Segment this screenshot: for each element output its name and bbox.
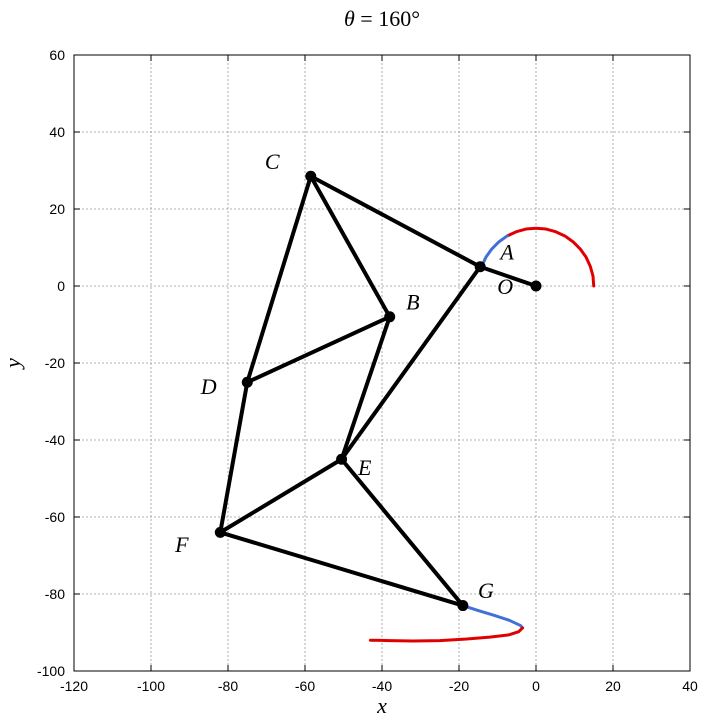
joints: [214, 170, 542, 612]
chart-title: θ = 160°: [344, 6, 420, 31]
joint-B: [384, 311, 396, 323]
label-D: D: [200, 374, 217, 399]
label-G: G: [478, 578, 494, 603]
y-tick-label: -80: [45, 586, 65, 602]
label-E: E: [357, 455, 372, 480]
foot-path-red: [368, 626, 525, 643]
label-C: C: [265, 149, 280, 174]
joint-D: [241, 376, 253, 388]
link-AE: [339, 264, 483, 462]
link-DF: [218, 380, 250, 535]
x-tick-label: -60: [295, 678, 315, 694]
label-A: A: [498, 239, 514, 264]
link-CD: [245, 174, 313, 385]
joint-C: [305, 170, 317, 182]
joint-A: [474, 261, 486, 273]
title-value: = 160°: [355, 6, 420, 31]
x-tick-label: -80: [218, 678, 238, 694]
joint-E: [336, 453, 348, 465]
joint-labels: OA B C D E F G: [174, 149, 514, 603]
x-axis-label: x: [376, 693, 387, 718]
x-tick-label: 0: [532, 678, 540, 694]
link-EG: [339, 457, 465, 608]
trajectory-paths: [368, 226, 596, 643]
x-tick-label: -120: [60, 678, 88, 694]
link-AC: [308, 174, 483, 269]
crank-path-red: [505, 226, 596, 288]
crank-path-blue: [480, 234, 509, 268]
link-FG: [218, 530, 465, 608]
y-tick-label: 40: [49, 124, 65, 140]
title-variable: θ: [344, 6, 355, 31]
label-O: O: [497, 274, 513, 299]
joint-F: [214, 526, 226, 538]
label-F: F: [174, 532, 189, 557]
y-tick-label: 20: [49, 201, 65, 217]
y-tick-label: -40: [45, 432, 65, 448]
y-tick-label: -100: [37, 663, 65, 679]
link-BE: [339, 314, 392, 462]
x-tick-label: -40: [372, 678, 392, 694]
y-tick-label: -20: [45, 355, 65, 371]
joint-G: [457, 600, 469, 612]
y-tick-label: -60: [45, 509, 65, 525]
linkage-bars: [218, 174, 538, 608]
foot-path-blue: [461, 604, 525, 630]
x-tick-label: -20: [449, 678, 469, 694]
y-tick-label: 0: [57, 278, 65, 294]
joint-O: [530, 280, 542, 292]
grid: [74, 55, 690, 671]
x-tick-label: 20: [605, 678, 621, 694]
tick-marks: [73, 54, 691, 672]
link-BD: [245, 314, 392, 385]
label-B: B: [406, 289, 419, 314]
x-tick-label: 40: [682, 678, 698, 694]
y-tick-label: 60: [49, 47, 65, 63]
y-axis-label: y: [0, 358, 25, 370]
link-CB: [308, 174, 392, 319]
x-tick-label: -100: [137, 678, 165, 694]
link-EF: [218, 457, 344, 535]
link-OA: [478, 264, 538, 288]
